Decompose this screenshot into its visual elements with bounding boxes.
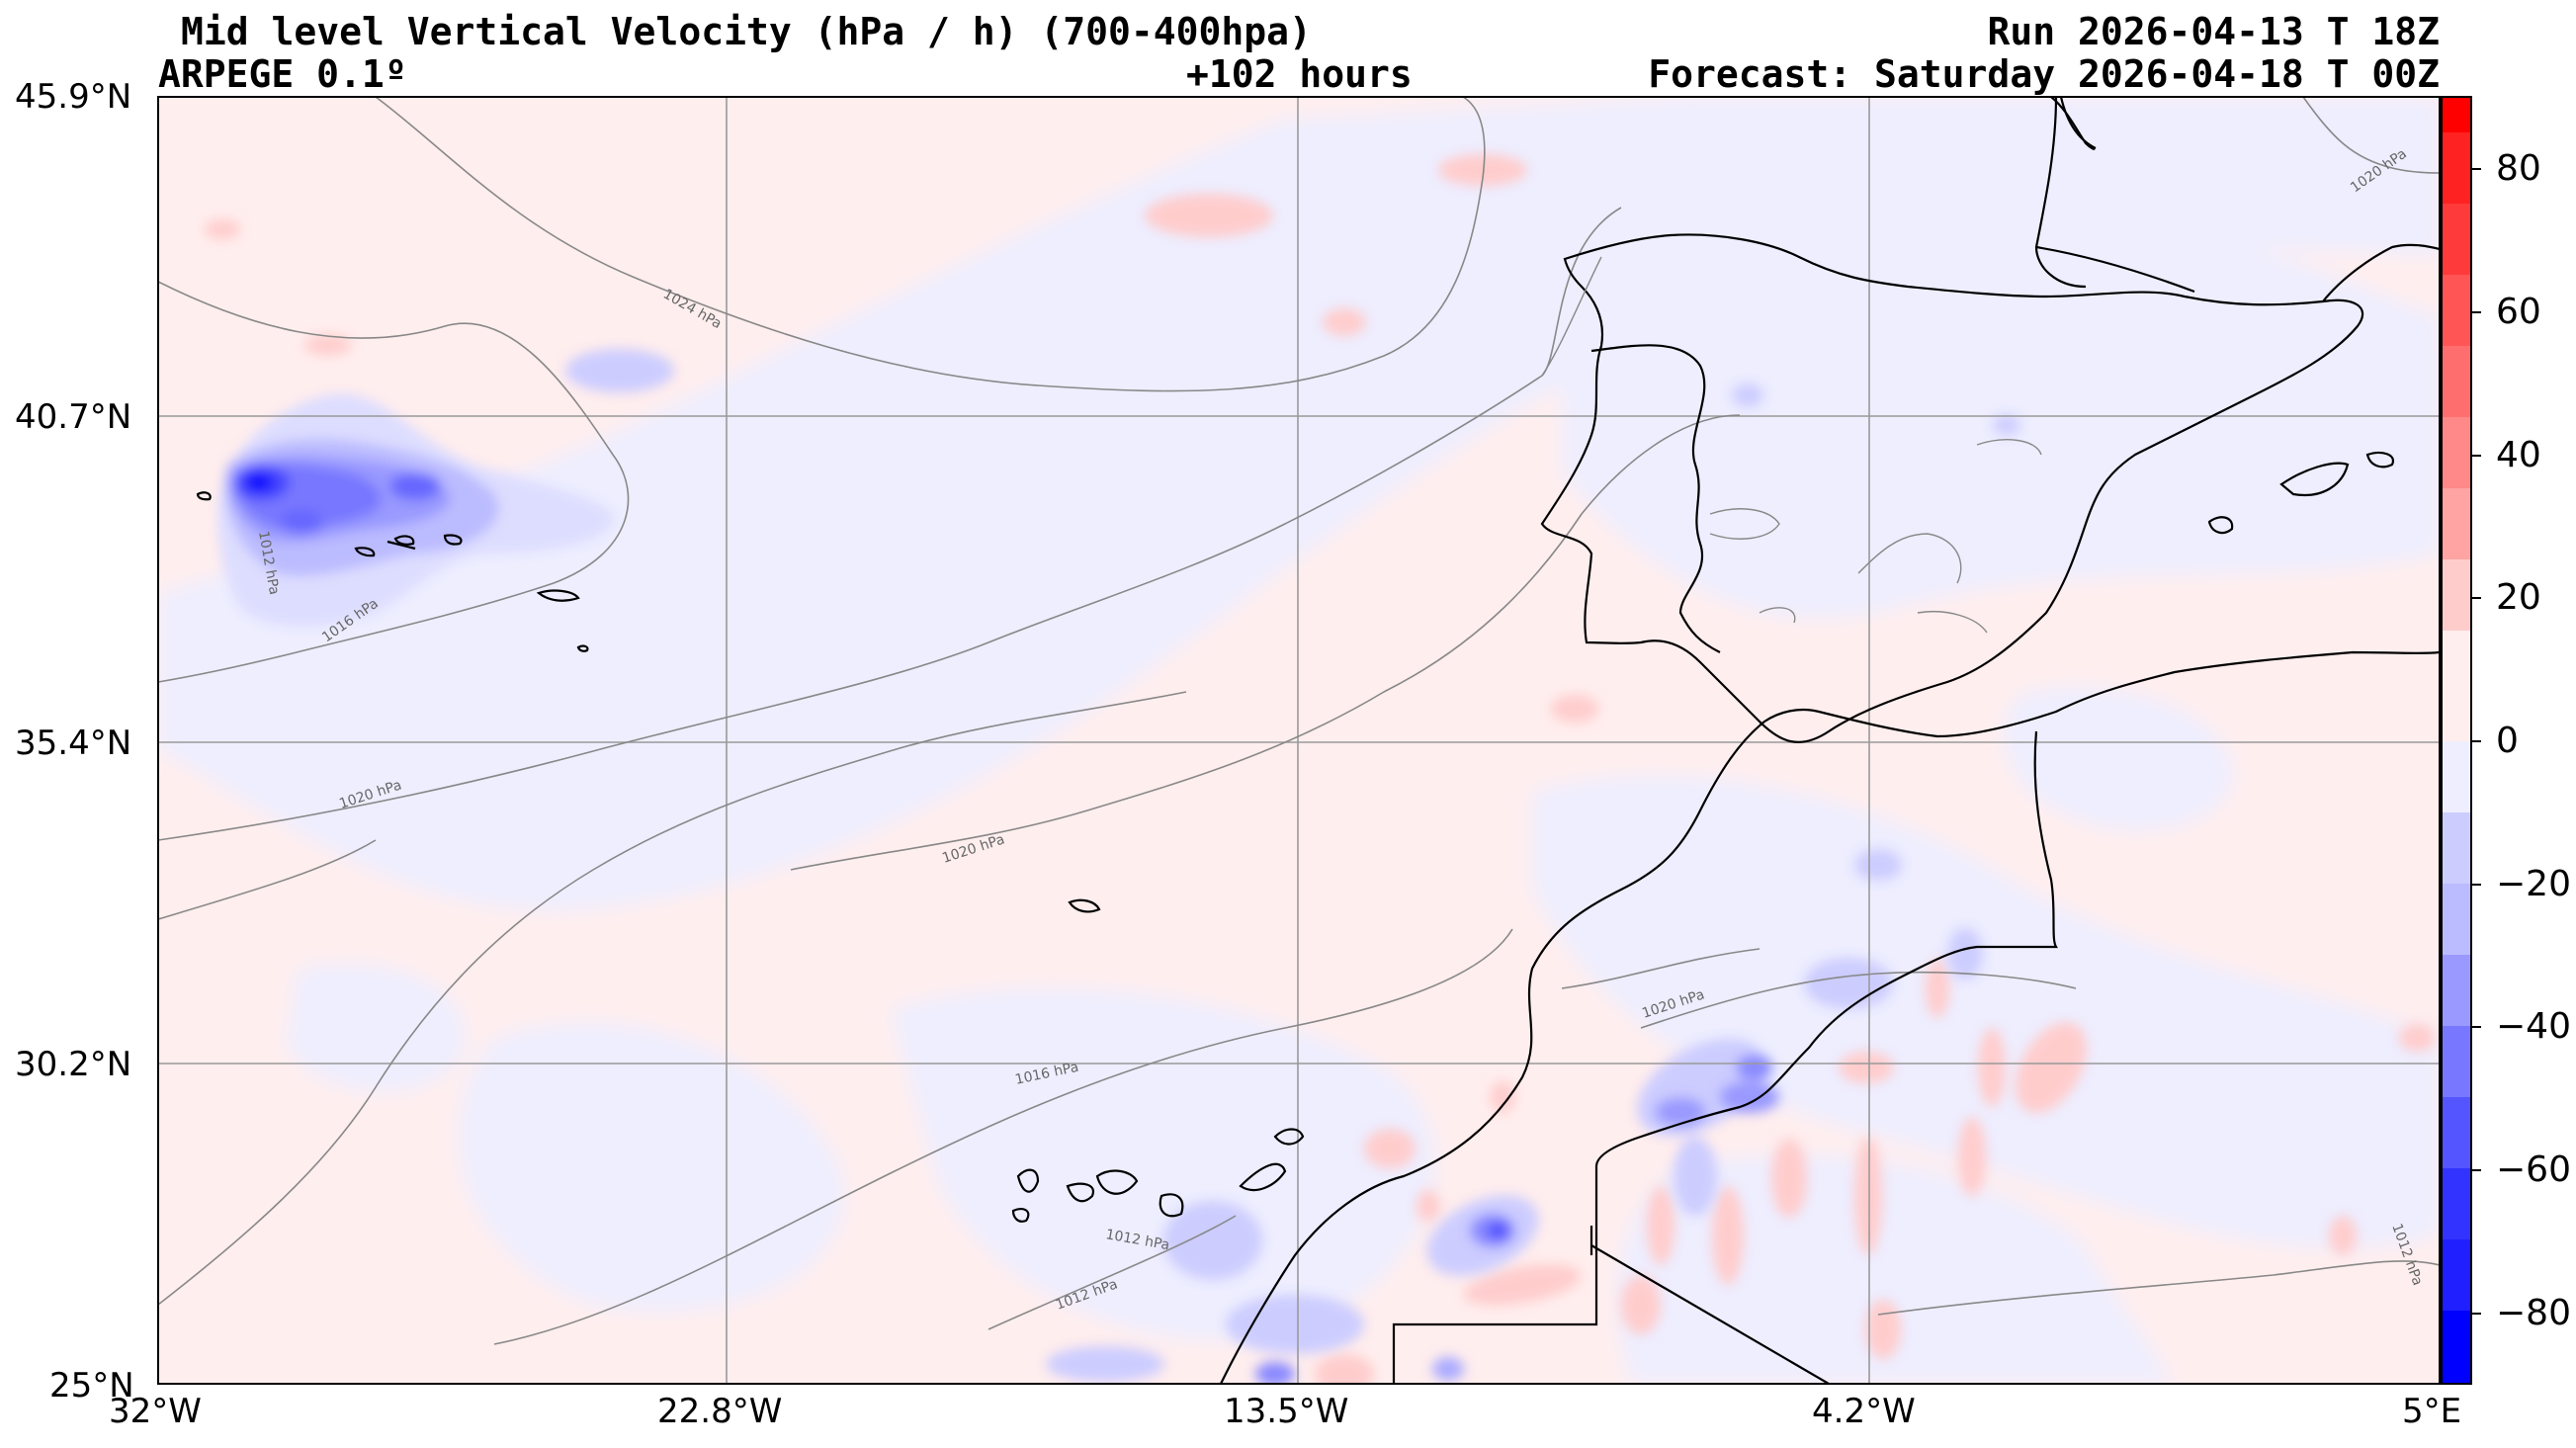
colorbar-tick: 80: [2496, 148, 2541, 189]
map-title: Mid level Vertical Velocity (hPa / h) (7…: [181, 10, 1312, 53]
coastlines: [196, 97, 2440, 1384]
lat-label: 45.9°N: [15, 77, 132, 117]
lon-label: 13.5°W: [1224, 1392, 1349, 1431]
colorbar-tick: −80: [2496, 1293, 2571, 1333]
colorbar: [2441, 96, 2481, 1385]
colorbar-tick: 0: [2496, 721, 2519, 761]
lon-label: 22.8°W: [657, 1392, 783, 1431]
lat-label: 25°N: [49, 1366, 134, 1405]
lon-label: 32°W: [109, 1392, 202, 1431]
lat-label: 35.4°N: [15, 724, 132, 763]
lon-label: 4.2°W: [1812, 1392, 1916, 1431]
colorbar-tick: 20: [2496, 577, 2541, 618]
colorbar-tick: −60: [2496, 1150, 2571, 1190]
map-frame: [157, 96, 2441, 1385]
lat-label: 40.7°N: [15, 397, 132, 437]
run-label: Run 2026-04-13 T 18Z: [1987, 10, 2440, 53]
lat-label: 30.2°N: [15, 1045, 132, 1084]
forecast-label: Forecast: Saturday 2026-04-18 T 00Z: [1648, 52, 2440, 96]
model-label: ARPEGE 0.1º: [158, 52, 407, 96]
colorbar-tick: −20: [2496, 864, 2571, 904]
lead-time-label: +102 hours: [1186, 52, 1413, 96]
isobars: [158, 97, 2440, 1345]
colorbar-tick: 60: [2496, 292, 2541, 332]
vertical-velocity-field: 1024 hPa 1020 hPa 1020 hPa 1020 hPa 1016…: [158, 97, 2440, 1384]
colorbar-tick: −40: [2496, 1006, 2571, 1047]
grid-lines: [158, 97, 2440, 1384]
lon-label: 5°E: [2402, 1392, 2462, 1431]
colorbar-tick: 40: [2496, 435, 2541, 475]
